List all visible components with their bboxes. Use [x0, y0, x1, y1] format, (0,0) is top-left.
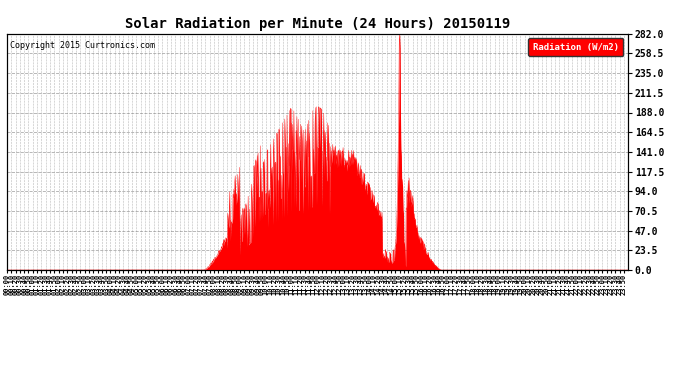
Legend: Radiation (W/m2): Radiation (W/m2)	[529, 38, 623, 56]
Text: Copyright 2015 Curtronics.com: Copyright 2015 Curtronics.com	[10, 41, 155, 50]
Title: Solar Radiation per Minute (24 Hours) 20150119: Solar Radiation per Minute (24 Hours) 20…	[125, 17, 510, 31]
